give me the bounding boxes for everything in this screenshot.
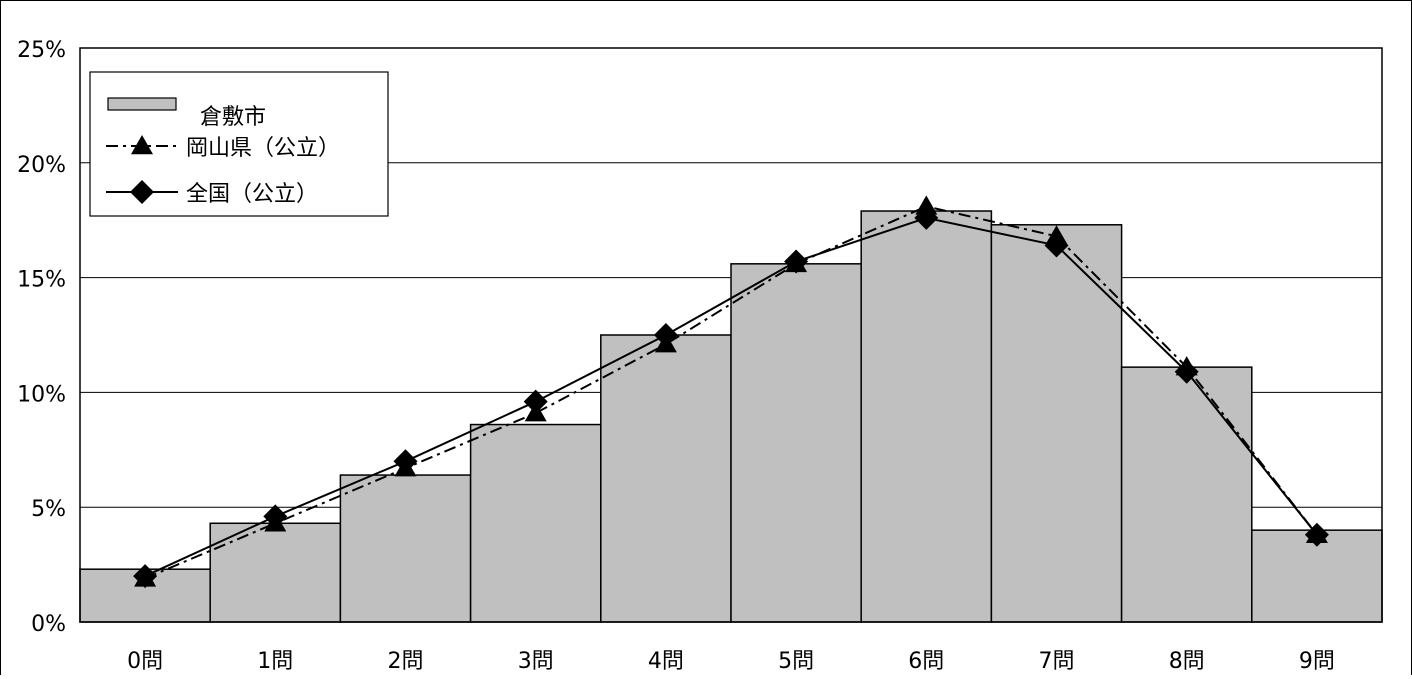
legend-diamond-marker xyxy=(130,180,154,204)
y-tick-label: 15% xyxy=(17,268,66,293)
legend-label: 倉敷市 xyxy=(200,105,266,130)
y-tick-label: 10% xyxy=(17,382,66,407)
x-tick-label: 0問 xyxy=(127,649,163,674)
diamond-marker xyxy=(523,389,548,414)
x-tick-label: 5問 xyxy=(778,649,814,674)
line-series-triangle xyxy=(144,205,1318,580)
x-tick-label: 6問 xyxy=(908,649,944,674)
y-tick-label: 20% xyxy=(17,153,66,178)
diamond-marker xyxy=(1304,522,1329,547)
diamond-marker xyxy=(1044,233,1069,258)
line-series-diamond xyxy=(144,216,1318,577)
x-tick-label: 3問 xyxy=(518,649,554,674)
diamond-marker xyxy=(393,449,418,474)
x-tick-label: 1問 xyxy=(257,649,293,674)
bar xyxy=(730,263,862,623)
series-line xyxy=(144,216,1318,577)
bar-series xyxy=(79,210,1383,623)
y-tick-label: 5% xyxy=(31,497,66,522)
diamond-marker xyxy=(784,249,809,274)
x-tick-label: 7問 xyxy=(1039,649,1075,674)
markers-diamond xyxy=(133,205,1329,589)
triangle-marker xyxy=(915,195,938,215)
bar xyxy=(1120,366,1253,623)
x-tick-label: 9問 xyxy=(1299,649,1335,674)
x-axis-tick-labels: 0問 1問 2問 3問 4問 5問 6問 7問 8問 9問 xyxy=(127,649,1335,674)
x-tick-label: 8問 xyxy=(1169,649,1205,674)
series-line xyxy=(144,205,1318,580)
line-series xyxy=(133,195,1329,589)
y-tick-label: 25% xyxy=(17,38,66,63)
diamond-marker xyxy=(263,504,288,529)
bar xyxy=(860,210,993,623)
legend-triangle-marker xyxy=(131,135,153,155)
legend-label: 岡山県（公立） xyxy=(186,136,340,161)
y-tick-label: 0% xyxy=(31,612,66,637)
x-tick-label: 2問 xyxy=(388,649,424,674)
diamond-marker xyxy=(653,323,678,347)
x-tick-label: 4問 xyxy=(648,649,684,674)
legend-swatch-bar xyxy=(107,97,177,111)
diamond-marker xyxy=(914,205,939,230)
plot-area-border xyxy=(79,47,1383,623)
diamond-marker xyxy=(133,564,158,589)
bar xyxy=(600,334,732,623)
diamond-marker xyxy=(1174,359,1199,384)
bar xyxy=(469,423,602,623)
bar xyxy=(990,224,1123,623)
y-axis-tick-labels: 0% 5% 10% 15% 20% 25% xyxy=(17,38,66,637)
bar xyxy=(209,522,342,623)
bar xyxy=(339,474,472,623)
legend-label: 全国（公立） xyxy=(186,182,318,207)
